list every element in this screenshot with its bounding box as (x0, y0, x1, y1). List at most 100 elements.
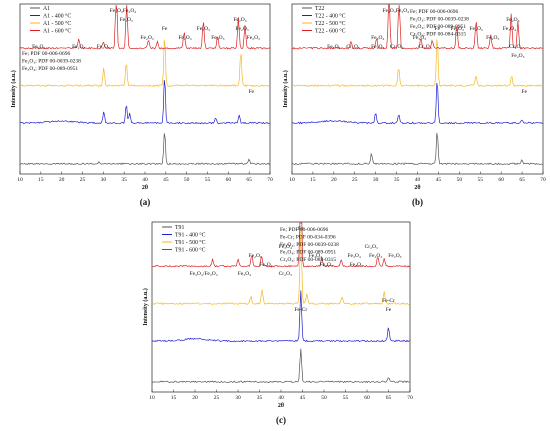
x-tick-label: 10 (149, 395, 155, 401)
peak-label: Fe₃O₄ (347, 253, 360, 259)
peak-label: Fe₂O₃ (249, 253, 262, 259)
x-tick-label: 15 (38, 177, 44, 183)
legend-entry: A1 (43, 6, 50, 12)
x-tick-label: 25 (214, 395, 220, 401)
x-tick-label: 15 (310, 177, 316, 183)
reference-text: Cr₂O₃; PDF 00-084-0315 (280, 257, 336, 263)
legend-entry: T22 - 400 °C (315, 13, 346, 20)
x-tick-label: 20 (331, 177, 337, 183)
panel-caption: (b) (412, 197, 423, 207)
peak-label: Fe₂O₃ (511, 53, 524, 59)
peak-label: Cr₂O₃ (418, 44, 431, 50)
peak-label: Fe (434, 26, 440, 32)
x-tick-label: 50 (457, 177, 463, 183)
x-axis-title: 2θ (278, 403, 284, 409)
x-tick-label: 60 (226, 177, 232, 183)
reference-text: Fe₂O₃; PDF 00-0039-0238 (280, 242, 339, 248)
peak-label: Fe (386, 307, 392, 313)
series-line (291, 39, 544, 87)
x-tick-label: 40 (415, 177, 421, 183)
peak-label: Fe₂O₃ (72, 44, 85, 50)
chart-panel: 10 15 20 25 30 35 40 45 50 55 60 65 70 2θ Intensity (a… (10, 3, 273, 207)
x-axis-title: 2θ (142, 185, 148, 191)
peak-label: Fe₃O₄ (396, 8, 409, 14)
peak-label: Fe₂O₃ (247, 35, 260, 41)
reference-text: Fe₃O₄; PDF 00-089-0951 (22, 66, 78, 72)
peak-label: Fe₂O₃ (235, 26, 248, 32)
chart-panel: 10 15 20 25 30 35 40 45 50 55 60 65 70 2θ Intensity (a… (282, 3, 546, 207)
x-tick-label: 20 (59, 177, 65, 183)
x-tick-label: 65 (246, 177, 252, 183)
reference-text: Fe₃O₄; PDF 00-089-0951 (280, 250, 336, 256)
x-tick-label: 25 (352, 177, 358, 183)
x-tick-label: 60 (498, 177, 504, 183)
x-tick-label: 20 (192, 395, 198, 401)
series-line (291, 132, 544, 166)
x-tick-label: 30 (373, 177, 379, 183)
peak-label: Fe₃O₄ (371, 35, 384, 41)
peak-label: Fe-Cr (294, 307, 307, 313)
x-tick-label: 25 (80, 177, 86, 183)
x-tick-label: 35 (121, 177, 127, 183)
peak-label: Fe₃O₄ (279, 244, 292, 250)
reference-text: Fe₂O₃; PDF 00-0039-0238 (22, 59, 81, 65)
peak-label: Fe (249, 89, 255, 95)
peak-label: Fe₂O₃ (233, 17, 246, 23)
legend-entry: T91 - 500 °C (175, 239, 206, 246)
y-axis-title: Intensity (a.u.) (142, 288, 149, 326)
y-axis-title: Intensity (a.u.) (10, 70, 17, 108)
legend-entry: A1 - 500 °C (43, 20, 71, 27)
x-tick-label: 55 (205, 177, 211, 183)
peak-label: Fe₃O₄ (259, 262, 272, 268)
x-tick-label: 45 (436, 177, 442, 183)
x-tick-label: 60 (364, 395, 370, 401)
x-tick-label: 30 (235, 395, 241, 401)
peak-label: Fe₂O₃ (327, 44, 340, 50)
peak-label: Cr₂O₃ (365, 244, 378, 250)
x-tick-label: 45 (163, 177, 169, 183)
peak-label: Fe₂O₃ (369, 253, 382, 259)
x-tick-label: 50 (321, 395, 327, 401)
legend-entry: T22 - 500 °C (315, 20, 346, 27)
series-line (291, 83, 544, 125)
series-line (291, 4, 544, 50)
legend-entry: T22 - 600 °C (315, 28, 346, 35)
x-tick-label: 50 (184, 177, 190, 183)
peak-label: Cr₂O₃ (279, 271, 292, 277)
reference-text: Fe₃O₄; PDF 00-089-0951 (410, 24, 466, 30)
panel-caption: (a) (140, 197, 151, 207)
x-tick-label: 40 (142, 177, 148, 183)
peak-label: Fe₂O₃ (178, 35, 191, 41)
peak-label: Fe₂O₃ (451, 26, 464, 32)
peak-label: Cr₂O₃ (346, 44, 359, 50)
peak-label: Fe₂O₃ (32, 44, 45, 50)
x-tick-label: 70 (267, 177, 273, 183)
series-line (19, 79, 271, 125)
x-tick-label: 35 (257, 395, 263, 401)
reference-text: Fe-Cr; PDF 00-034-0396 (280, 235, 336, 241)
peak-label: Fe₃O₄ (238, 271, 251, 277)
peak-label: Fe₂O₃ (486, 35, 499, 41)
x-tick-label: 10 (17, 177, 23, 183)
reference-text: Cr₂O₃; PDF 00-084-0315 (410, 32, 466, 38)
peak-label: Fe (162, 26, 168, 32)
x-tick-label: 65 (519, 177, 525, 183)
peak-label: Fe (521, 89, 527, 95)
series-line (19, 39, 271, 87)
x-tick-label: 40 (278, 395, 284, 401)
x-tick-label: 45 (300, 395, 306, 401)
reference-text: Fe; PDF 00-006-0696 (410, 9, 459, 15)
legend-entry: T91 - 400 °C (175, 232, 206, 239)
series-line (151, 290, 411, 343)
peak-label: Fe₂O₃ (382, 8, 395, 14)
peak-label: Fe₂O₃ (469, 26, 482, 32)
peak-label: Fe₂O₃ (197, 26, 210, 32)
peak-label: Fe₃O₄ (319, 262, 332, 268)
peak-label: Fe₃O₄ (503, 26, 516, 32)
x-tick-label: 15 (171, 395, 177, 401)
peak-label: Fe-Cr (382, 298, 395, 304)
series-line (151, 229, 411, 305)
peak-label: Fe₃O₄ (350, 262, 363, 268)
series-line (151, 348, 411, 384)
